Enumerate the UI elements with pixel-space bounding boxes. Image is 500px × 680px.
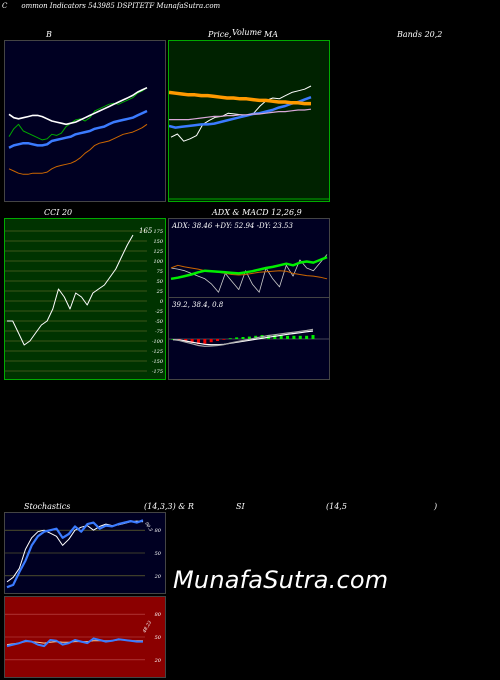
adx-values-label: ADX: 38.46 +DY: 52.94 -DY: 23.53	[171, 222, 293, 230]
volume-label: Volume	[232, 28, 262, 37]
pm-ma-orange-line	[169, 90, 311, 106]
cci-tick-label: 0	[160, 299, 164, 305]
cci-panel: 175 150 125 100 75 50 25 0 -25 -50 -75 -100 -125 -150…	[4, 218, 166, 380]
macd-histogram-bar	[203, 339, 207, 344]
macd-histogram-bar	[298, 335, 302, 339]
close-paren-label: )	[434, 502, 438, 511]
macd-histogram-bar	[228, 338, 232, 339]
adx-macd-label: ADX & MACD 12,26,9	[212, 208, 302, 217]
macd-histogram-bar	[292, 335, 296, 339]
cci-tick-label: -175	[152, 369, 163, 375]
rsi-value-label: 48.23	[141, 620, 153, 635]
cci-tick-label: -125	[152, 349, 163, 355]
stoch-chart: 80 50 20 90.3	[5, 519, 162, 589]
macd-histogram-bar	[279, 335, 283, 339]
bb-upper-line	[8, 87, 148, 141]
bb-lower-line	[8, 123, 148, 175]
rsi-tick-label: 50	[155, 635, 162, 641]
bollinger-panel	[4, 40, 166, 202]
rsi-tick-label: 80	[155, 612, 162, 618]
macd-histogram-bar	[247, 336, 251, 339]
price-label: Price,	[208, 30, 232, 39]
adx-panel: ADX: 38.46 +DY: 52.94 -DY: 23.53	[168, 218, 330, 298]
cci-tick-label: -25	[155, 309, 163, 315]
stoch-k-line	[6, 519, 144, 589]
macd-signal-line	[172, 330, 314, 346]
stoch-panel: 80 50 20 90.3	[4, 512, 166, 594]
macd-histogram-bar	[286, 335, 290, 339]
stoch-value-label: 90.3	[143, 521, 153, 533]
cci-tick-label: 50	[157, 279, 164, 285]
macd-histogram-bar	[241, 337, 245, 339]
cci-tick-label: 100	[153, 259, 163, 265]
macd-histogram-bar	[190, 339, 194, 343]
cci-line	[7, 234, 134, 346]
macd-values-label: 39.2, 38.4, 0.8	[172, 301, 224, 309]
rsi-line	[6, 637, 143, 648]
bb-middle-line	[8, 109, 148, 149]
rsi-params-label: (14,5	[326, 502, 347, 511]
price-ma-panel	[168, 40, 330, 202]
bands-label: Bands 20,2	[397, 30, 443, 39]
cci-tick-label: -100	[152, 339, 164, 345]
ma-label: MA	[264, 30, 278, 39]
cci-tick-label: 175	[153, 229, 163, 235]
header-rest: ommon Indicators 543985 DSPITETF MunafaS…	[21, 2, 221, 10]
cci-tick-label: 75	[157, 269, 163, 275]
macd-chart: 39.2, 38.4, 0.8	[169, 301, 329, 347]
pm-ma-pink-line	[169, 108, 312, 121]
cci-tick-label: -150	[152, 359, 164, 365]
macd-histogram-bar	[235, 337, 239, 339]
rsi-chart: 80 50 20 48.23	[5, 612, 162, 664]
macd-histogram-bar	[222, 339, 226, 340]
stoch-tick-label: 50	[155, 551, 162, 557]
cci-tick-label: 125	[153, 249, 163, 255]
macd-line	[172, 328, 314, 347]
macd-histogram-bar	[305, 335, 309, 339]
watermark: MunafaSutra.com	[173, 566, 389, 594]
cci-label: CCI 20	[44, 208, 73, 217]
adx-chart: ADX: 38.46 +DY: 52.94 -DY: 23.53	[170, 222, 328, 293]
si-label: SI	[236, 502, 245, 511]
pm-ma-blue-line	[169, 96, 312, 129]
macd-panel: 39.2, 38.4, 0.8	[168, 297, 330, 380]
rsi-tick-label: 20	[154, 658, 162, 664]
macd-histogram-bar	[273, 335, 277, 339]
macd-histogram-bar	[196, 339, 200, 345]
rsi-panel: 80 50 20 48.23	[4, 596, 166, 678]
stoch-label: Stochastics	[24, 502, 71, 511]
macd-histogram-bar	[171, 339, 175, 340]
cci-chart: 175 150 125 100 75 50 25 0 -25 -50 -75 -100 -125 -150…	[5, 227, 164, 375]
cci-tick-label: -50	[155, 319, 164, 325]
macd-histogram-bar	[209, 339, 213, 343]
cci-tick-label: -75	[155, 329, 163, 335]
stoch-tick-label: 80	[155, 528, 162, 534]
cci-tick-label: 150	[153, 239, 163, 245]
bb-label: B	[46, 30, 52, 39]
header-c-letter: C	[2, 2, 8, 10]
cci-value-label: 165	[139, 227, 153, 235]
adx-minus-di-line	[170, 264, 328, 280]
cci-tick-label: 25	[156, 289, 163, 295]
bollinger-chart	[8, 86, 148, 175]
stoch-tick-label: 20	[154, 574, 162, 580]
price-ma-chart	[169, 85, 329, 200]
stoch-params-label: (14,3,3) & R	[144, 502, 194, 511]
bb-price-line	[8, 86, 148, 126]
adx-plus-di-line	[170, 256, 328, 281]
macd-histogram-bar	[216, 339, 220, 341]
macd-histogram-bar	[311, 335, 315, 339]
